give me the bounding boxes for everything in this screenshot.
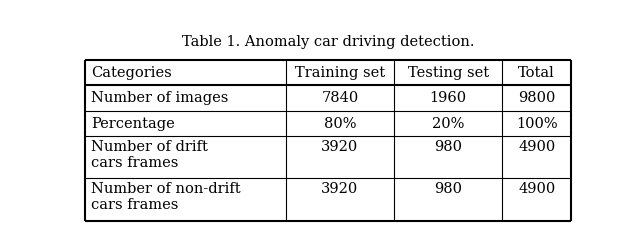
Text: Total: Total xyxy=(518,66,555,80)
Text: Number of non-drift
cars frames: Number of non-drift cars frames xyxy=(91,182,241,212)
Text: 20%: 20% xyxy=(432,116,465,130)
Text: 80%: 80% xyxy=(324,116,356,130)
Text: Percentage: Percentage xyxy=(91,116,175,130)
Text: 4900: 4900 xyxy=(518,140,556,154)
Text: 980: 980 xyxy=(434,140,462,154)
Text: 3920: 3920 xyxy=(321,182,358,196)
Text: 100%: 100% xyxy=(516,116,557,130)
Text: Testing set: Testing set xyxy=(408,66,489,80)
Text: Table 1. Anomaly car driving detection.: Table 1. Anomaly car driving detection. xyxy=(182,35,474,49)
Text: 4900: 4900 xyxy=(518,182,556,196)
Text: Number of images: Number of images xyxy=(91,91,228,105)
Text: Training set: Training set xyxy=(295,66,385,80)
Text: 980: 980 xyxy=(434,182,462,196)
Text: Number of drift
cars frames: Number of drift cars frames xyxy=(91,140,208,170)
Text: 9800: 9800 xyxy=(518,91,556,105)
Text: 1960: 1960 xyxy=(429,91,467,105)
Text: 3920: 3920 xyxy=(321,140,358,154)
Text: 7840: 7840 xyxy=(321,91,358,105)
Text: Categories: Categories xyxy=(91,66,172,80)
